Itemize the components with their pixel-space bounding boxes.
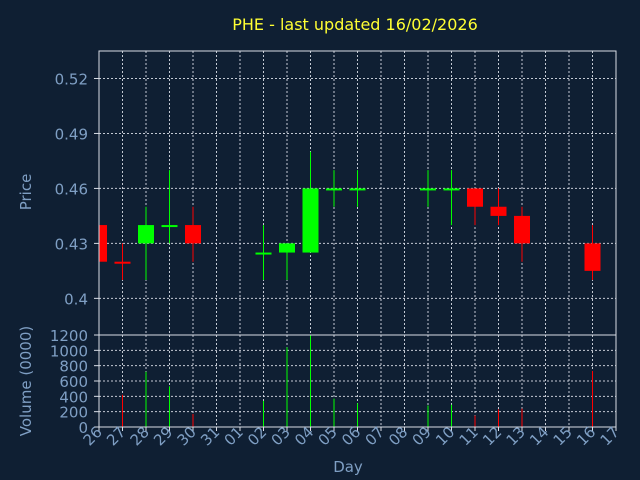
volume-tick-label: 800 <box>59 358 88 376</box>
volume-tick-label: 400 <box>59 388 88 406</box>
price-tick-label: 0.46 <box>55 180 88 198</box>
volume-tick-label: 600 <box>59 373 88 391</box>
x-tick-labels: 2627282930310102030405060708091011121314… <box>80 423 623 449</box>
candle-body <box>420 188 436 191</box>
volume-tick-label: 1000 <box>50 342 88 360</box>
candle-body <box>161 225 178 228</box>
candle-body <box>349 188 366 191</box>
candle-body <box>279 243 295 253</box>
candle-body <box>490 206 507 216</box>
price-tick-label: 0.4 <box>64 290 88 308</box>
volume-tick-label: 0 <box>78 419 88 437</box>
price-axis-label: Price <box>17 174 35 211</box>
candle-body <box>443 188 460 191</box>
candle-body <box>255 252 272 255</box>
x-axis-label: Day <box>333 458 363 476</box>
chart-title: PHE - last updated 16/02/2026 <box>232 15 478 34</box>
candle-body <box>185 225 201 244</box>
candle-body <box>138 225 154 244</box>
candle-body <box>584 243 601 271</box>
volume-tick-label: 1200 <box>50 327 88 345</box>
candle-body <box>467 188 483 207</box>
price-tick-label: 0.52 <box>55 70 88 88</box>
price-tick-label: 0.43 <box>55 235 88 253</box>
volume-tick-label: 200 <box>59 404 88 422</box>
price-tick-label: 0.49 <box>55 125 88 143</box>
candle-body <box>114 261 131 264</box>
price-tick-labels: 0.52 0.49 0.46 0.43 0.4 <box>55 70 99 308</box>
candle-body <box>302 188 319 253</box>
candlestick-series <box>98 151 601 281</box>
volume-bar-series <box>122 335 593 427</box>
candle-body <box>514 215 530 244</box>
volume-axis-label: Volume (0000) <box>17 326 35 436</box>
candle-body <box>326 188 342 191</box>
candle-body <box>99 225 107 262</box>
